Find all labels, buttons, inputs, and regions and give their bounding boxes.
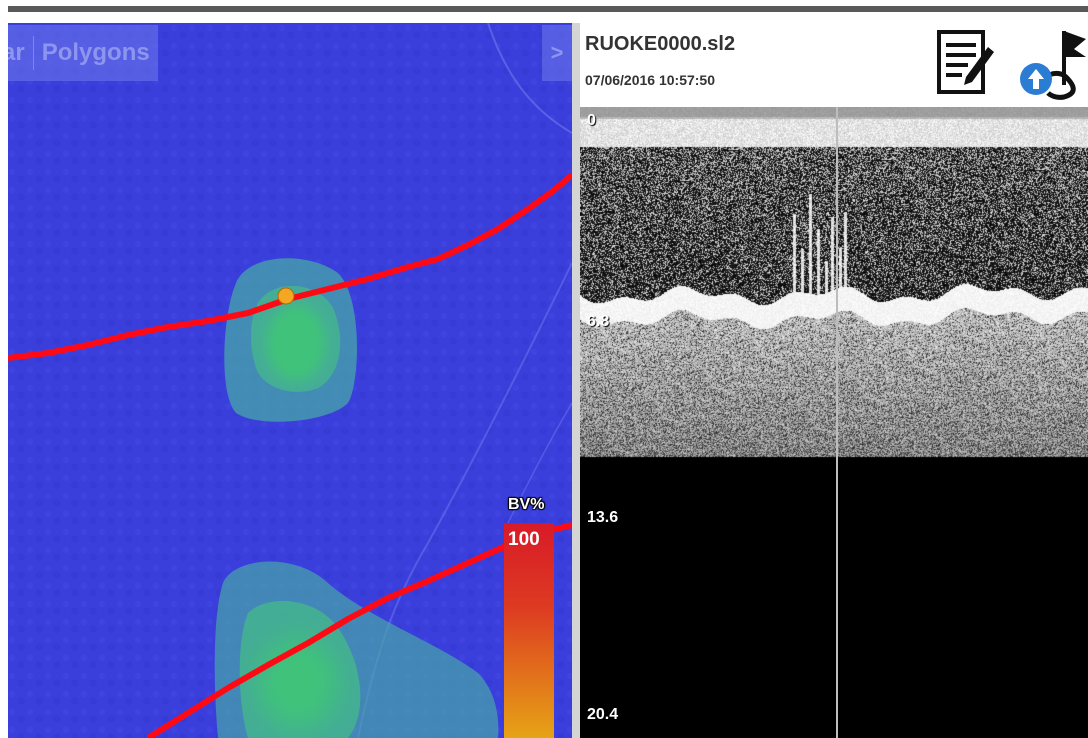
legend-max-value: 100 (508, 529, 540, 550)
sonar-image (580, 107, 1088, 738)
map-panel[interactable]: ar Polygons > BV% 100 (8, 23, 572, 738)
depth-label: 20.4 (587, 706, 619, 723)
tab-partial[interactable]: ar (8, 39, 25, 66)
file-datetime: 07/06/2016 10:57:50 (585, 72, 715, 88)
notes-icon[interactable] (936, 29, 996, 97)
flag-upload-icon[interactable] (1018, 27, 1088, 101)
panel-divider[interactable] (572, 23, 580, 738)
depth-label: 13.6 (587, 509, 619, 526)
boat-track (8, 172, 572, 361)
vegetation-area (214, 561, 499, 738)
legend-label: BV% (508, 496, 545, 513)
top-bar (0, 0, 1088, 12)
legend-color-bar (504, 523, 554, 738)
position-marker[interactable] (277, 287, 295, 305)
chevron-right-icon[interactable]: > (542, 25, 572, 81)
top-stripe (8, 6, 1088, 12)
file-name: RUOKE0000.sl2 (585, 33, 736, 55)
sonar-cursor-line[interactable] (836, 107, 838, 738)
map-layer-tabs: ar Polygons (8, 25, 158, 81)
map-canvas[interactable] (8, 23, 572, 738)
depth-label: 0 (587, 112, 596, 129)
depth-label: 6.8 (587, 313, 610, 330)
sonar-header: RUOKE0000.sl2 07/06/2016 10:57:50 (580, 23, 1088, 107)
sonar-view[interactable]: 0 6.8 13.6 20.4 (580, 107, 1088, 738)
tab-polygons[interactable]: Polygons (41, 39, 150, 66)
map-contour-line (487, 23, 572, 134)
map-contour-line (507, 402, 572, 524)
vegetation-area (224, 258, 358, 422)
tab-divider (32, 36, 34, 70)
